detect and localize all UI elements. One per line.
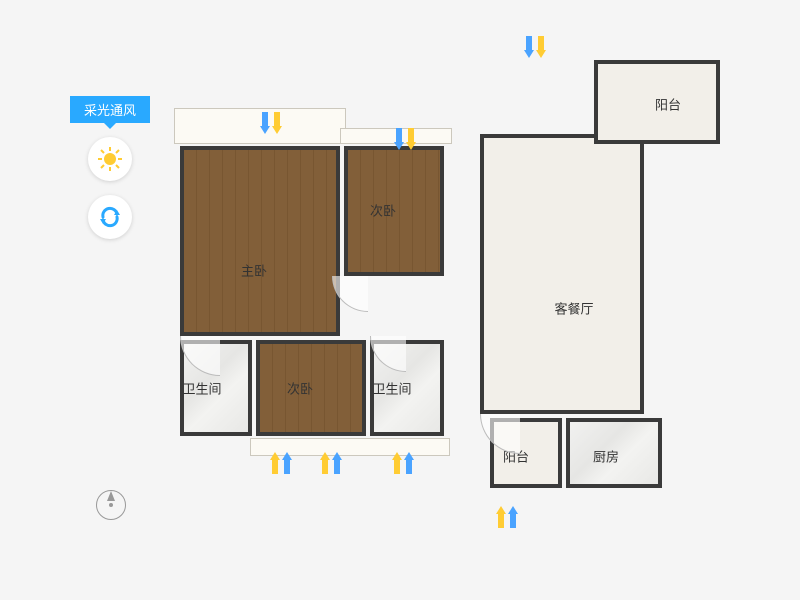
vent-arrows — [524, 36, 546, 60]
blue-arrow-icon — [394, 128, 404, 152]
blue-arrow-icon — [524, 36, 534, 60]
controls-panel: 采光通风 — [70, 96, 150, 239]
room-label-kitchen: 厨房 — [593, 447, 619, 466]
room-label-second-bedroom-2: 次卧 — [287, 379, 313, 398]
refresh-icon — [97, 204, 123, 230]
yellow-arrow-icon — [272, 112, 282, 136]
vent-arrows — [260, 112, 282, 136]
blue-arrow-icon — [260, 112, 270, 136]
room-second-bedroom-1: 次卧 — [344, 146, 444, 276]
blue-arrow-icon — [508, 504, 518, 528]
lighting-ventilation-label: 采光通风 — [70, 96, 150, 123]
blue-arrow-icon — [282, 450, 292, 474]
floorplan: 主卧次卧客餐厅阳台卫生间次卧卫生间阳台厨房 — [180, 60, 720, 530]
room-master-bedroom: 主卧 — [180, 146, 340, 336]
room-label-bath-1: 卫生间 — [182, 379, 221, 398]
room-label-master-bedroom: 主卧 — [241, 261, 267, 280]
compass-icon — [96, 490, 126, 520]
vent-arrows — [320, 450, 342, 474]
blue-arrow-icon — [404, 450, 414, 474]
door-arc — [480, 414, 520, 454]
room-balcony-top: 阳台 — [594, 60, 720, 144]
yellow-arrow-icon — [406, 128, 416, 152]
vent-arrows — [392, 450, 414, 474]
room-kitchen: 厨房 — [566, 418, 662, 488]
room-label-second-bedroom-1: 次卧 — [370, 201, 396, 220]
yellow-arrow-icon — [392, 450, 402, 474]
sun-button[interactable] — [88, 137, 132, 181]
vent-arrows — [394, 128, 416, 152]
sun-icon — [97, 146, 123, 172]
room-living-dining: 客餐厅 — [480, 134, 644, 414]
yellow-arrow-icon — [320, 450, 330, 474]
room-label-bath-2: 卫生间 — [372, 379, 411, 398]
blue-arrow-icon — [332, 450, 342, 474]
refresh-button[interactable] — [88, 195, 132, 239]
yellow-arrow-icon — [536, 36, 546, 60]
room-label-balcony-top: 阳台 — [655, 95, 681, 114]
yellow-arrow-icon — [496, 504, 506, 528]
room-label-living-dining: 客餐厅 — [554, 299, 593, 318]
room-second-bedroom-2: 次卧 — [256, 340, 366, 436]
vent-arrows — [496, 504, 518, 528]
vent-arrows — [270, 450, 292, 474]
yellow-arrow-icon — [270, 450, 280, 474]
